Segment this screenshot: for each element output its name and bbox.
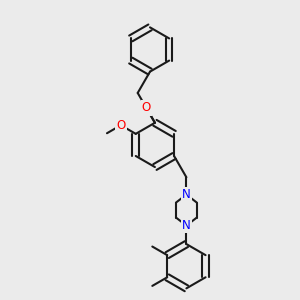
Text: O: O [142,101,151,114]
Text: N: N [182,188,191,201]
Text: N: N [182,219,191,232]
Text: O: O [116,119,125,132]
